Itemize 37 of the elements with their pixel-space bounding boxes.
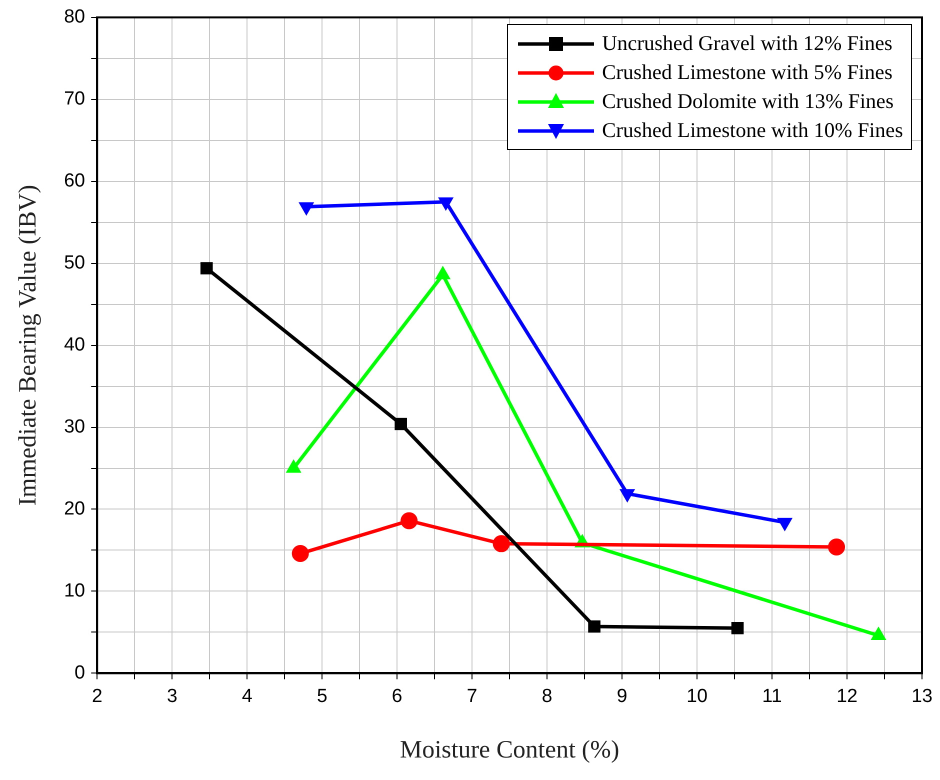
point [731, 622, 744, 634]
x-tick-label: 7 [466, 686, 478, 707]
x-tick-label: 2 [92, 686, 102, 707]
y-tick-label: 30 [64, 416, 86, 438]
point [588, 620, 600, 633]
point [200, 262, 213, 274]
x-tick-label: 13 [911, 686, 933, 707]
y-tick-label: 0 [74, 662, 86, 684]
point [394, 418, 407, 430]
point [492, 535, 510, 552]
y-tick-label: 40 [64, 334, 86, 356]
legend-label: Crushed Limestone with 5% Fines [602, 59, 892, 86]
y-axis-title: Immediate Bearing Value (IBV) [14, 184, 42, 506]
point [400, 512, 418, 530]
legend-label: Uncrushed Gravel with 12% Fines [602, 30, 892, 57]
point [828, 538, 846, 556]
x-tick-label: 3 [166, 686, 178, 707]
point [438, 197, 454, 210]
point [292, 545, 309, 562]
x-tick-label: 4 [242, 686, 253, 707]
y-tick-label: 20 [64, 498, 86, 520]
y-tick-label: 60 [64, 170, 86, 192]
x-tick-label: 11 [762, 686, 782, 707]
x-axis-title: Moisture Content (%) [400, 736, 620, 764]
x-tick-label: 12 [836, 686, 858, 707]
point [298, 202, 314, 216]
legend-label: Crushed Dolomite with 13% Fines [602, 88, 894, 115]
y-tick-label: 10 [64, 580, 86, 602]
y-tick-label: 50 [64, 252, 86, 274]
y-tick-label: 80 [64, 6, 86, 28]
x-tick-label: 10 [686, 686, 708, 707]
x-tick-label: 5 [316, 686, 328, 707]
x-tick-label: 6 [392, 686, 402, 707]
legend-label: Crushed Limestone with 10% Fines [602, 117, 903, 144]
x-tick-label: 8 [542, 686, 552, 707]
x-tick-label: 9 [616, 686, 628, 707]
y-tick-label: 70 [64, 88, 86, 110]
